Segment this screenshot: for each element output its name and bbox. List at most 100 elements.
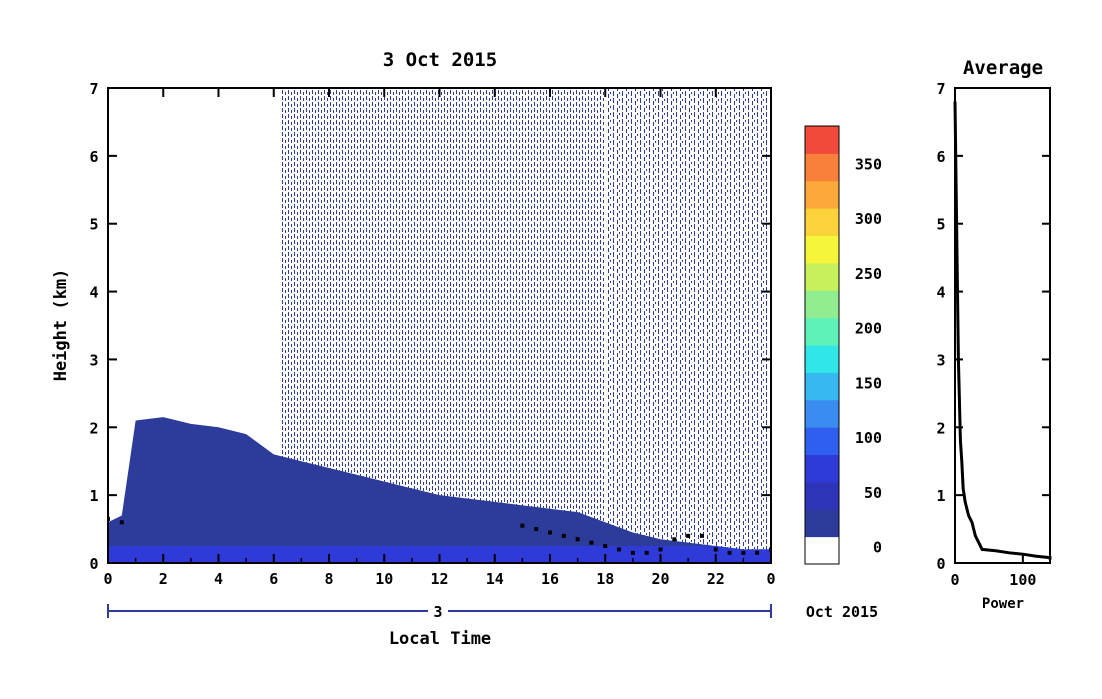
x-tick-label: 2	[159, 570, 168, 588]
x-tick-label: 12	[430, 570, 448, 588]
y-tick-label: 6	[89, 148, 98, 166]
colorbar-tick-label: 100	[855, 429, 882, 447]
avg-x-tick-label: 0	[950, 571, 959, 589]
colorbar-cell	[805, 345, 839, 373]
marker-point	[658, 547, 663, 552]
x-tick-label: 8	[324, 570, 333, 588]
x-tick-label: 10	[375, 570, 393, 588]
colorbar-cell	[805, 317, 839, 346]
colorbar-cell	[805, 235, 839, 264]
marker-point	[644, 550, 649, 555]
marker-point	[741, 550, 746, 555]
colorbar-tick-label: 0	[873, 539, 882, 557]
date-axis: 3 Oct 2015	[107, 601, 878, 621]
x-tick-label: 6	[269, 570, 278, 588]
colorbar-tick-label: 300	[855, 210, 882, 228]
marker-point	[119, 520, 124, 525]
colorbar-frame	[804, 125, 840, 565]
average-plot-frame	[954, 87, 1051, 564]
colorbar: 0 50 100 150 200 250 300 350	[804, 125, 882, 565]
colorbar-cell	[805, 481, 839, 510]
colorbar-cell	[805, 509, 839, 538]
marker-point	[630, 550, 635, 555]
marker-point	[617, 547, 622, 552]
average-title: Average	[963, 57, 1043, 79]
colorbar-cells	[805, 126, 839, 565]
avg-y-tick-label: 3	[936, 351, 945, 369]
marker-point	[713, 547, 718, 552]
x-tick-label: 14	[486, 570, 504, 588]
average-x-axis-label: Power	[982, 596, 1024, 612]
x-tick-label: 20	[651, 570, 669, 588]
average-x-ticks: 0 100	[950, 555, 1036, 589]
marker-point	[548, 530, 552, 535]
colorbar-tick-label: 200	[855, 320, 882, 338]
avg-y-tick-label: 2	[936, 419, 945, 437]
x-tick-label: 4	[214, 570, 223, 588]
colorbar-tick-label: 350	[855, 155, 882, 173]
colorbar-cell	[805, 372, 839, 401]
marker-point	[672, 537, 677, 542]
colorbar-cell	[805, 454, 839, 483]
marker-point	[534, 527, 539, 532]
avg-x-tick-label: 100	[1009, 571, 1036, 589]
y-tick-label: 3	[89, 351, 98, 369]
y-tick-label: 7	[89, 80, 98, 98]
marker-point	[686, 533, 691, 538]
y-tick-label: 5	[89, 216, 98, 234]
y-tick-label: 4	[89, 284, 98, 302]
noise-speckle-region-right	[700, 88, 771, 563]
date-axis-day-bg	[428, 601, 448, 621]
average-y-ticks: 0 1 2 3 4 5 6 7	[936, 80, 1050, 573]
x-tick-label: 0	[766, 570, 775, 588]
marker-point	[603, 544, 608, 549]
marker-point	[699, 533, 704, 538]
colorbar-cell	[805, 262, 839, 291]
avg-y-tick-label: 5	[936, 216, 945, 234]
marker-point	[575, 537, 580, 542]
marker-point	[589, 540, 594, 545]
main-title: 3 Oct 2015	[383, 49, 497, 71]
main-plot: 3 Oct 2015 0 2 4 6 8 10 12 14 16 18 20 22 0 01234567…	[51, 49, 878, 649]
marker-point	[727, 550, 732, 555]
colorbar-tick-label: 250	[855, 265, 882, 283]
colorbar-cell	[805, 126, 839, 154]
y-tick-label: 1	[89, 487, 98, 505]
heatmap-area	[108, 88, 771, 563]
colorbar-cell	[805, 153, 839, 182]
x-tick-label: 22	[707, 570, 725, 588]
colorbar-cell	[805, 427, 839, 455]
colorbar-cell	[805, 399, 839, 428]
x-tick-label: 18	[596, 570, 614, 588]
average-plot: Average 0 1 2 3 4 5 6 7 0 100 Power	[936, 57, 1052, 612]
avg-y-tick-label: 4	[936, 284, 945, 302]
marker-point	[755, 550, 760, 555]
colorbar-cell	[805, 536, 839, 565]
main-x-axis-label: Local Time	[389, 629, 491, 649]
main-x-ticks: 0 2 4 6 8 10 12 14 16 18 20 22 0	[103, 88, 776, 588]
avg-y-tick-label: 0	[936, 555, 945, 573]
average-profile-line	[953, 101, 1052, 560]
boundary-layer-area	[108, 417, 771, 563]
avg-y-tick-label: 6	[936, 148, 945, 166]
black-marker-trace	[108, 516, 771, 555]
colorbar-ticks: 0 50 100 150 200 250 300 350	[855, 155, 882, 556]
marker-point	[520, 523, 525, 528]
date-axis-month-label: Oct 2015	[806, 603, 878, 621]
date-axis-day-label: 3	[433, 603, 442, 621]
colorbar-cell	[805, 290, 839, 319]
avg-y-tick-label: 1	[936, 487, 945, 505]
y-tick-label: 0	[89, 555, 98, 573]
main-y-ticks: 0 1 2 3 4 5 6 7	[89, 80, 771, 573]
marker-point	[561, 533, 566, 538]
x-tick-label: 16	[541, 570, 559, 588]
avg-y-tick-label: 7	[936, 80, 945, 98]
y-tick-label: 2	[89, 419, 98, 437]
colorbar-cell	[805, 180, 839, 209]
colorbar-tick-label: 150	[855, 374, 882, 392]
colorbar-tick-label: 50	[864, 484, 882, 502]
main-y-axis-label: Height (km)	[51, 269, 71, 382]
x-tick-label: 0	[103, 570, 112, 588]
colorbar-cell	[805, 208, 839, 236]
